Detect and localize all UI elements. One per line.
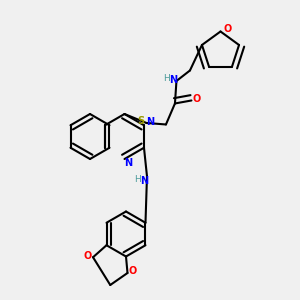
Text: O: O (129, 266, 137, 277)
Text: O: O (193, 94, 201, 104)
Text: N: N (140, 176, 148, 186)
Text: H: H (164, 74, 170, 83)
Text: O: O (224, 23, 232, 34)
Text: O: O (83, 251, 92, 261)
Text: N: N (146, 117, 154, 127)
Text: H: H (135, 175, 141, 184)
Text: N: N (169, 75, 177, 85)
Text: S: S (137, 116, 145, 126)
Text: N: N (124, 158, 132, 168)
